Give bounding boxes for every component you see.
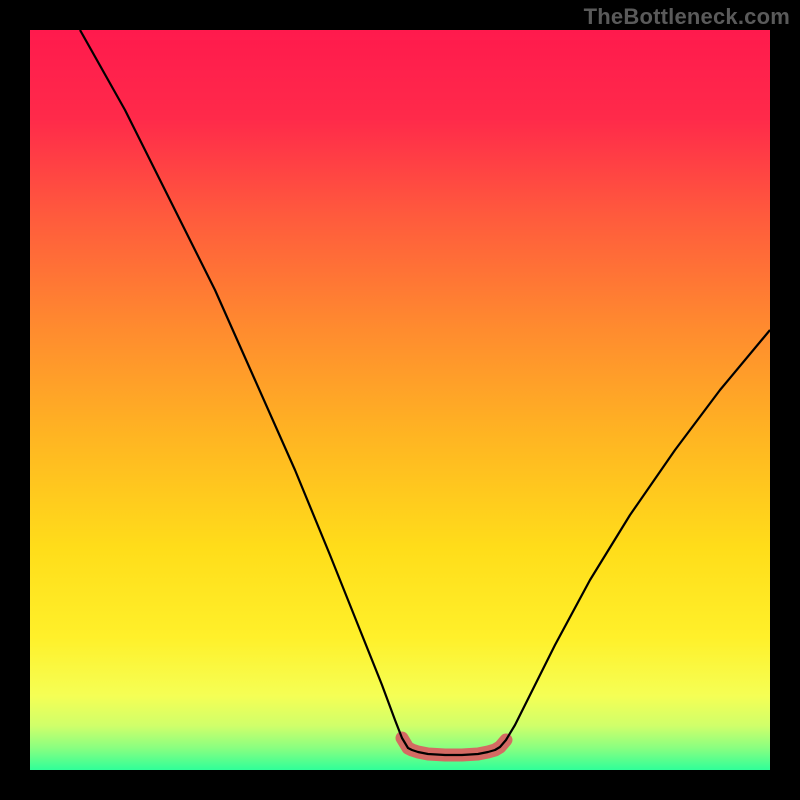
plot-area	[30, 30, 770, 770]
chart-frame: TheBottleneck.com	[0, 0, 800, 800]
curve-svg	[30, 30, 770, 770]
watermark-text: TheBottleneck.com	[584, 4, 790, 30]
bottleneck-curve-path	[80, 30, 770, 755]
